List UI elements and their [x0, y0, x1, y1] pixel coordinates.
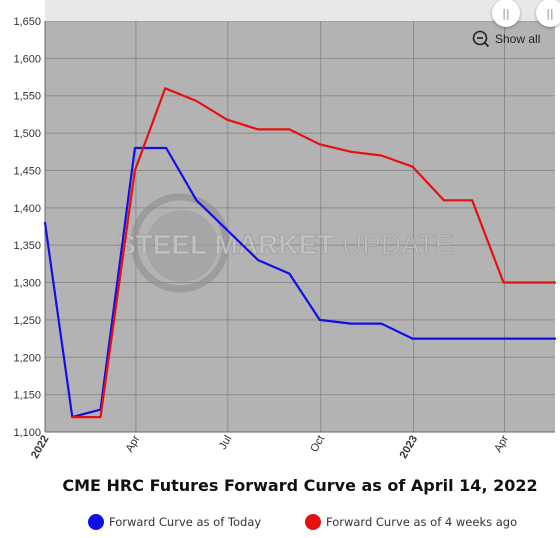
watermark-text-left: STEEL MARKET: [117, 229, 334, 260]
y-tick-label: 1,500: [13, 128, 41, 140]
x-tick-label: 2023: [398, 434, 421, 461]
logo-globe: [146, 210, 218, 282]
plot-area: [45, 21, 555, 432]
y-tick-label: 1,650: [13, 16, 41, 28]
legend-item-today[interactable]: Forward Curve as of Today: [88, 514, 261, 530]
legend-dot-4-weeks-ago: [305, 514, 321, 530]
watermark: STEEL MARKET UPDATE: [117, 193, 454, 293]
x-tick-label: Oct: [308, 434, 327, 455]
y-tick-label: 1,350: [13, 240, 41, 252]
zoom-out-icon: [472, 30, 490, 48]
menu-button[interactable]: ||: [536, 0, 560, 27]
chart-title: CME HRC Futures Forward Curve as of Apri…: [62, 476, 538, 495]
pause-button[interactable]: ||: [492, 0, 520, 27]
series-line-today: [43, 146, 557, 419]
pause-icon: ||: [546, 6, 554, 20]
show-all-button[interactable]: Show all: [472, 30, 540, 48]
globe-swoosh-icon: [130, 193, 230, 293]
legend: Forward Curve as of Today Forward Curve …: [0, 514, 560, 534]
y-tick-label: 1,150: [13, 390, 41, 402]
y-tick-label: 1,600: [13, 53, 41, 65]
pause-icon: ||: [502, 6, 510, 20]
legend-label-4-weeks-ago: Forward Curve as of 4 weeks ago: [326, 515, 518, 529]
y-tick-label: 1,550: [13, 91, 41, 103]
legend-label-today: Forward Curve as of Today: [109, 515, 262, 529]
watermark-text-right: UPDATE: [342, 229, 454, 260]
y-tick-label: 1,300: [13, 278, 41, 290]
logo-ring: [130, 193, 230, 293]
x-tick-label: Apr: [124, 433, 143, 454]
series-line-4-weeks-ago: [71, 87, 557, 419]
y-tick-label: 1,200: [13, 352, 41, 364]
y-tick-label: 1,100: [13, 427, 41, 439]
y-tick-label: 1,400: [13, 203, 41, 215]
y-tick-label: 1,450: [13, 165, 41, 177]
legend-dot-today: [88, 514, 104, 530]
legend-item-4-weeks-ago[interactable]: Forward Curve as of 4 weeks ago: [305, 514, 517, 530]
x-tick-label: Jul: [217, 434, 234, 452]
zoom-bar: [45, 0, 560, 21]
x-tick-label: Apr: [492, 433, 511, 454]
show-all-label: Show all: [495, 32, 541, 46]
y-tick-label: 1,250: [13, 315, 41, 327]
